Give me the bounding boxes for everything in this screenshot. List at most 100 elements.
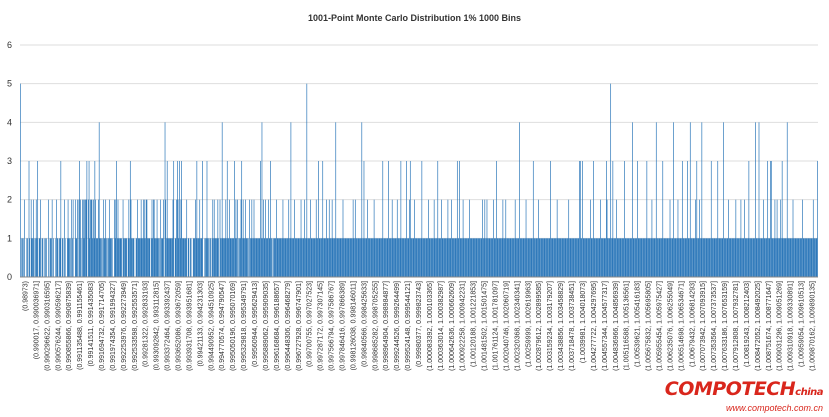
histogram-bar: [310, 238, 312, 277]
histogram-bar: [804, 238, 806, 277]
histogram-bar: [264, 238, 266, 277]
histogram-bar: [778, 238, 779, 277]
histogram-bar: [108, 238, 109, 277]
histogram-bar: [76, 238, 78, 277]
histogram-bar: [370, 238, 371, 277]
histogram-bar: [401, 238, 402, 277]
histogram-bar: [296, 238, 298, 277]
histogram-bar: [472, 238, 474, 277]
watermark-brand-suffix: china: [795, 387, 823, 398]
histogram-bar: [268, 199, 269, 277]
histogram-bar: [390, 238, 392, 277]
x-tick-label: (0.98973): [23, 281, 30, 311]
histogram-bar: [244, 238, 245, 277]
histogram-bar: [742, 238, 744, 277]
histogram-bar: [755, 238, 757, 277]
histogram-bar: [693, 238, 695, 277]
histogram-bar: [428, 199, 429, 277]
histogram-bar: [546, 238, 548, 277]
histogram-bar: [658, 238, 659, 277]
histogram-bar: [171, 238, 172, 277]
histogram-bar: [345, 238, 347, 277]
histogram-bar: [364, 238, 366, 277]
histogram-bar: [252, 238, 254, 277]
histogram-bar: [609, 238, 611, 277]
x-axis-tick-labels: (0.98973) (0.990017, 0.990036971] (0.99029…: [23, 281, 817, 371]
histogram-bar: [306, 83, 308, 277]
histogram-bar: [765, 238, 766, 277]
x-tick-label: (1.008751674, 1.008771647]: [766, 281, 773, 371]
histogram-bar: [565, 238, 567, 277]
y-tick-label: 6: [7, 40, 12, 50]
histogram-bar: [780, 199, 782, 277]
x-tick-label: (1.000083392, 1.000103365]: [427, 281, 434, 371]
histogram-bar: [746, 238, 748, 277]
histogram-bar: [336, 238, 338, 277]
histogram-bar: [735, 199, 737, 277]
histogram-bar: [220, 238, 222, 277]
histogram-bar: [781, 238, 782, 277]
histogram-bars: [20, 83, 818, 277]
histogram-bar: [632, 238, 634, 277]
histogram-bar: [794, 238, 795, 277]
histogram-bar: [596, 238, 598, 277]
histogram-bar: [205, 238, 207, 277]
histogram-bar: [637, 238, 639, 277]
histogram-bar: [650, 238, 651, 277]
histogram-bar: [813, 238, 815, 277]
histogram-bar: [600, 238, 602, 277]
histogram-bar: [719, 238, 721, 277]
histogram-bar: [438, 238, 439, 277]
histogram-bar: [560, 238, 562, 277]
x-tick-label: (0.991694732, 0.991714705]: [99, 281, 106, 371]
histogram-bar: [433, 199, 435, 277]
x-tick-label: (0.992253976, 0.992273949]: [121, 281, 128, 371]
histogram-bar: [755, 122, 756, 277]
histogram-bar: [547, 238, 549, 277]
histogram-bar: [48, 199, 49, 277]
histogram-bar: [734, 238, 735, 277]
histogram-bar: [103, 238, 105, 277]
histogram-bar: [516, 238, 517, 277]
histogram-bar: [243, 238, 245, 277]
histogram-bar: [303, 238, 305, 277]
histogram-bar: [802, 199, 803, 277]
histogram-bar: [668, 238, 670, 277]
histogram-bar: [111, 238, 113, 277]
histogram-bar: [583, 238, 585, 277]
histogram-bar: [171, 238, 173, 277]
watermark-brand: COMPOTECH: [664, 378, 796, 400]
histogram-bar: [349, 238, 351, 277]
histogram-bar: [150, 238, 152, 277]
histogram-bar: [619, 238, 621, 277]
histogram-bar: [663, 238, 665, 277]
histogram-bar: [320, 238, 321, 277]
histogram-bar: [510, 238, 512, 277]
histogram-bar: [477, 238, 478, 277]
histogram-bar: [808, 238, 810, 277]
x-tick-label: (1.002879612, 1.002899585]: [536, 281, 543, 371]
histogram-bar: [619, 238, 620, 277]
histogram-bar: [373, 238, 374, 277]
histogram-bar: [415, 238, 416, 277]
histogram-bar: [616, 199, 617, 277]
histogram-bar: [328, 238, 329, 277]
x-tick-label: (1.003718478, 1.003738451]: [569, 281, 576, 371]
histogram-bar: [664, 238, 666, 277]
histogram-bar: [451, 199, 452, 277]
histogram-bar: [462, 199, 464, 277]
histogram-bar: [394, 238, 396, 277]
histogram-bar: [627, 238, 629, 277]
histogram-bar: [550, 161, 551, 277]
histogram-bar: [768, 238, 770, 277]
x-tick-label: (0.99281322, 0.992833193]: [143, 281, 150, 367]
histogram-bar: [454, 238, 456, 277]
histogram-bar: [266, 238, 268, 277]
y-tick-label: 3: [7, 156, 12, 166]
histogram-bar: [336, 238, 337, 277]
histogram-bar: [271, 238, 272, 277]
histogram-bar: [749, 238, 751, 277]
histogram-bar: [658, 238, 660, 277]
histogram-bar: [506, 238, 507, 277]
histogram-bar: [587, 238, 588, 277]
